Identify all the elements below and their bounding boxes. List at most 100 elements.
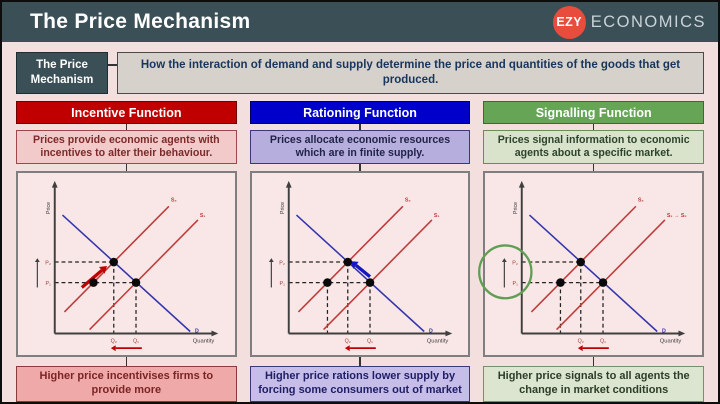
price-axis-label: Price [46,202,52,214]
supply-curve-s1 [556,219,666,331]
price-increase-arrow-head [502,258,508,263]
footer-text: lower supply by forcing some consumers o… [258,370,462,396]
demand-label: D [662,328,666,334]
supply-demand-diagram: S₂ S₁ D Price Quantity P₂ P₁ Q₂ Q₁ [34,180,219,352]
supply-s2-label: S₂ [638,197,645,203]
quantity-decrease-arrow-head [578,345,584,352]
connector-line [592,164,595,171]
intro-connector-line [108,52,117,94]
supply-demand-diagram: S₂ S₁ → S₂ D Price Quantity P₂ P₁ Q₂ Q₁ [478,180,688,352]
supply-demand-diagram: S₂ S₁ D Price Quantity P₂ P₁ Q₂ Q₁ [268,180,452,352]
page-title: The Price Mechanism [30,10,251,33]
price-axis-arrowhead [285,180,292,188]
quantity-axis-label: Quantity [426,338,448,344]
connector-line [359,164,361,171]
economics-brand-text: ECONOMICS [590,12,706,31]
supply-curve-s1 [89,219,199,331]
price-new-label: P₂ [513,260,519,266]
supply-s2-label: S₂ [171,197,178,203]
quantity-old-label: Q₁ [133,338,139,344]
header-bar: The Price Mechanism EZY ECONOMICS [2,2,718,42]
quantity-axis-label: Quantity [660,338,682,344]
footer-keyword: signals [564,370,603,383]
price-axis-arrowhead [51,180,58,188]
column-header-signalling: Signalling Function [483,101,705,124]
footer-text: Higher price [39,370,107,383]
demand-curve [295,214,425,333]
quantity-new-label: Q₂ [111,338,117,344]
diagram-box-rationing: S₂ S₁ D Price Quantity P₂ P₁ Q₂ Q₁ [249,171,471,357]
demand-label: D [429,328,433,334]
price-old-label: P₁ [46,281,52,287]
demand-label: D [195,328,199,334]
footer-keyword: rations [332,370,369,383]
diagram-box-incentive: S₂ S₁ D Price Quantity P₂ P₁ Q₂ Q₁ [16,171,237,357]
price-axis-arrowhead [519,180,526,188]
supply-s1-label: S₁ [200,213,207,219]
connector-line [359,357,361,366]
column-footer-incentive: Higher price incentivises firms to provi… [16,366,237,402]
equilibrium-dot [109,257,119,267]
connector-line [592,357,595,366]
footer-keyword: incentivises [106,370,170,383]
column-description-rationing: Prices allocate economic resources which… [249,130,471,164]
price-new-label: P₂ [45,260,51,266]
price-increase-arrow-head [268,258,274,263]
quantity-axis-arrowhead [678,330,686,337]
footer-text: firms to provide more [91,370,214,396]
ezy-logo-circle: EZY [552,5,586,39]
quantity-new-label: Q₂ [578,338,584,344]
footer-text: to all agents the change in market condi… [519,370,690,396]
connector-line [125,357,128,366]
connector-line [592,124,595,130]
price-axis-label: Price [513,202,519,214]
quantity-axis-label: Quantity [193,338,215,344]
quantity-axis-arrowhead [445,330,452,337]
diagram-box-signalling: S₂ S₁ → S₂ D Price Quantity P₂ P₁ Q₂ Q₁ [478,171,705,357]
quantity-new-label: Q₂ [344,338,350,344]
connector-line [125,124,128,130]
price-axis-label: Price [280,202,286,214]
supply-shift-arrow-head [99,265,107,274]
intro-label-box: The Price Mechanism [16,52,108,94]
price-old-label: P₁ [279,281,285,287]
column-signalling-function: Signalling Function Prices signal inform… [478,101,705,402]
supply-s2-label: S₂ [405,197,412,203]
demand-movement-arrow [354,264,371,279]
supply-s1-label: S₁ → S₂ [667,213,688,219]
price-new-label: P₂ [279,260,285,266]
column-header-incentive: Incentive Function [16,101,237,124]
equilibrium-dot [89,278,98,287]
footer-text: Higher price [497,370,565,383]
equilibrium-dot [343,257,352,267]
column-description-signalling: Prices signal information to economic ag… [483,130,705,164]
equilibrium-dot [365,278,374,287]
equilibrium-dot [131,278,141,287]
quantity-old-label: Q₁ [367,338,373,344]
column-rationing-function: Rationing Function Prices allocate econo… [249,101,471,402]
equilibrium-dot [322,278,332,287]
supply-curve-s1 [322,219,433,331]
quantity-axis-arrowhead [211,330,219,337]
demand-curve [529,214,659,333]
footer-text: Higher price [264,370,333,383]
quantity-decrease-arrow-head [344,345,350,352]
connector-line [125,164,128,171]
supply-s1-label: S₁ [434,213,441,219]
intro-description-box: How the interaction of demand and supply… [117,52,704,94]
demand-movement-arrow-head [350,261,359,269]
price-old-label: P₁ [513,281,519,287]
brand-logo: EZY ECONOMICS [552,5,706,39]
equilibrium-dot [556,278,566,287]
price-highlight-circle [478,244,533,300]
column-header-rationing: Rationing Function [249,101,471,124]
column-footer-rationing: Higher price rations lower supply by for… [249,366,471,402]
function-columns: Incentive Function Prices provide econom… [2,94,718,402]
demand-curve [61,214,191,333]
equilibrium-dot [576,257,586,267]
price-increase-arrow-head [34,258,40,263]
column-description-incentive: Prices provide economic agents with ince… [16,130,237,164]
connector-line [359,124,361,130]
quantity-decrease-arrow-head [110,345,116,352]
